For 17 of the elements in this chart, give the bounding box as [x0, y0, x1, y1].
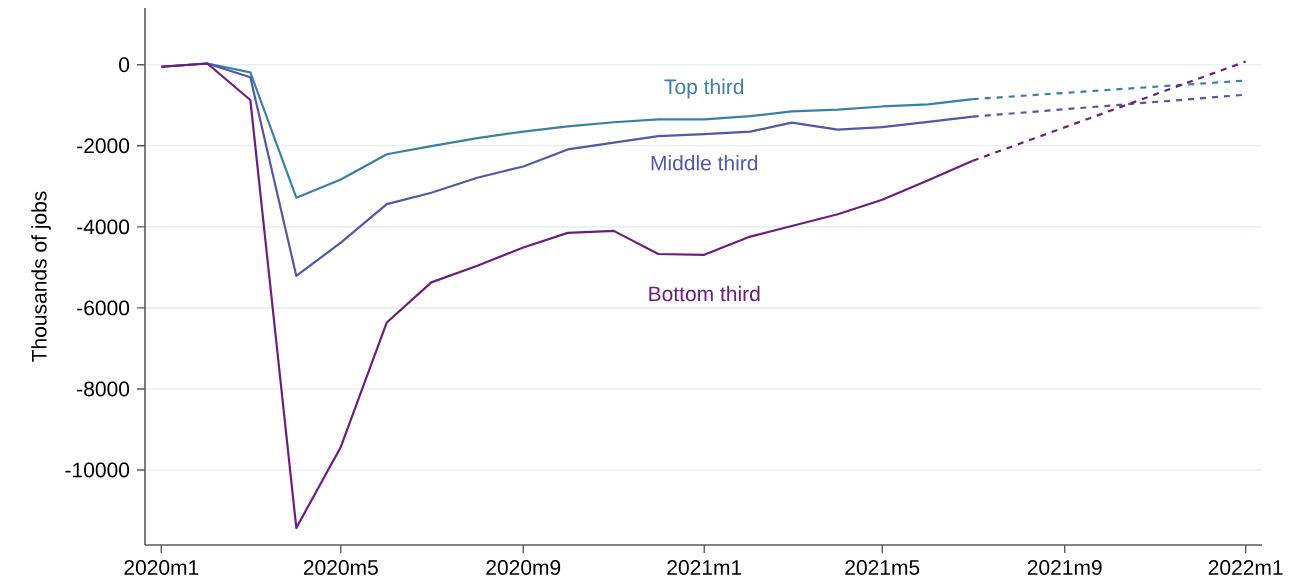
y-tick-label: -10000 [65, 462, 130, 478]
y-tick-label: -8000 [77, 381, 130, 397]
series-label: Middle third [651, 155, 758, 171]
y-tick-label: -6000 [77, 300, 130, 316]
series-label: Bottom third [649, 285, 760, 302]
x-tick-label: 2021m9 [1027, 560, 1102, 575]
x-tick-label: 2021m1 [667, 560, 742, 575]
y-tick-label: 0 [119, 57, 130, 73]
y-tick-label: -2000 [77, 138, 130, 154]
y-axis-title: Thousands of jobs [31, 191, 51, 362]
x-tick-label: 2022m1 [1208, 560, 1283, 575]
y-tick-label: -4000 [77, 219, 130, 235]
x-tick-label: 2020m1 [124, 560, 199, 575]
series-label: Top third [664, 78, 744, 99]
x-tick-label: 2020m9 [486, 560, 561, 575]
x-tick-label: 2020m5 [303, 560, 378, 575]
x-tick-label: 2021m5 [845, 560, 920, 575]
